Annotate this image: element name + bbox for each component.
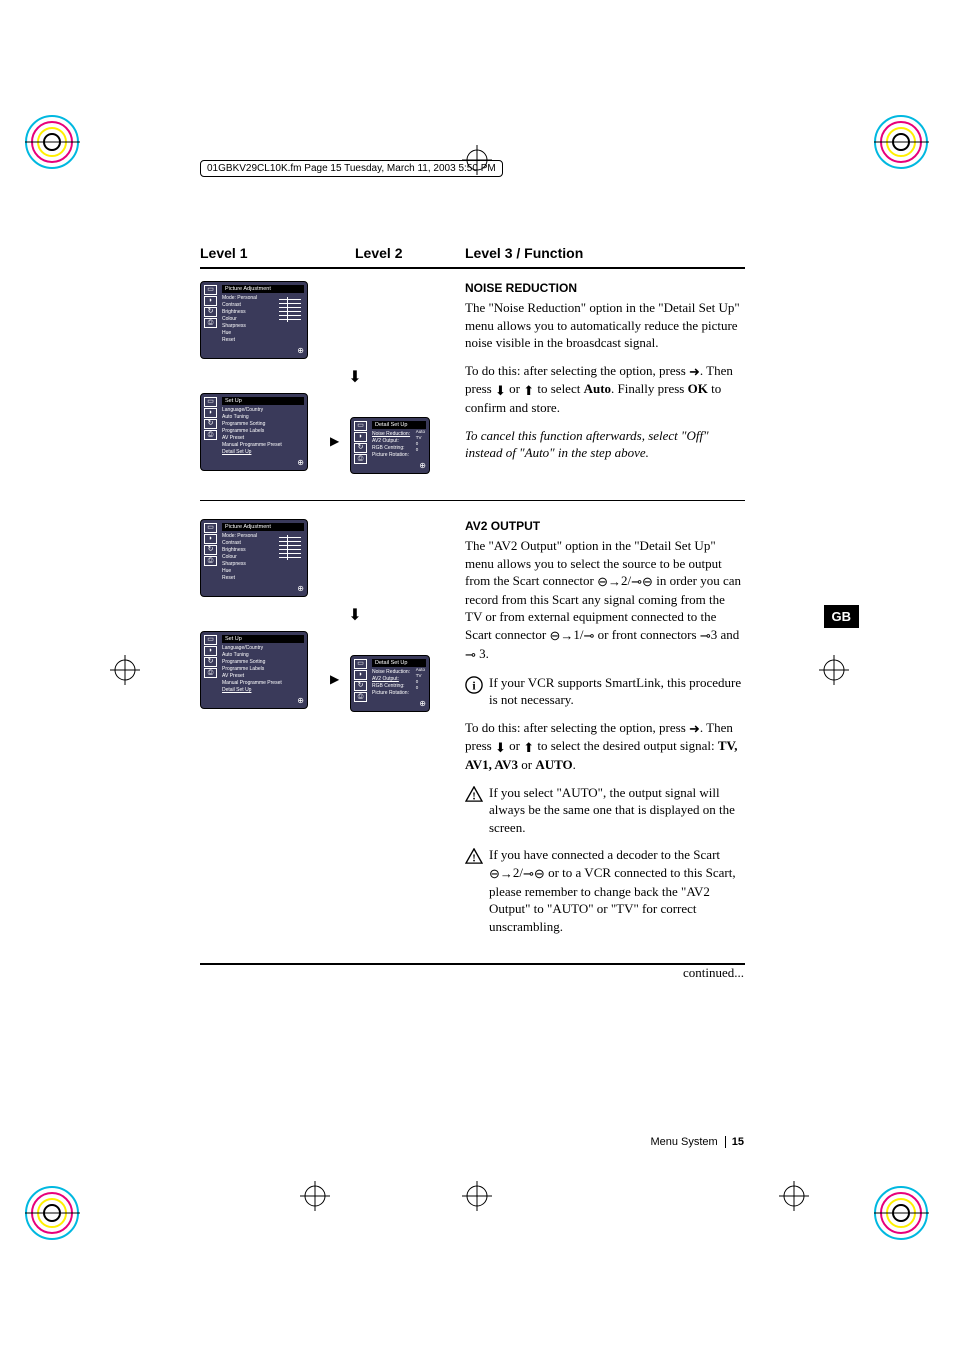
setup-menu: ▭ ◗ ↻ ⎙ Set Up Language/Country Auto Tun… — [200, 631, 308, 709]
right-arrow-icon: ▶ — [330, 672, 339, 687]
menu-icon: ▭ — [204, 397, 217, 407]
svg-text:i: i — [472, 679, 476, 692]
scart-out-icon: ⊖→ — [489, 865, 513, 883]
paragraph: The "Noise Reduction" option in the "Det… — [465, 299, 745, 352]
menu-icon: ↻ — [204, 545, 217, 555]
setup-menu: ▭ ◗ ↻ ⎙ Set Up Language/Country Auto Tun… — [200, 393, 308, 471]
right-arrow-icon: ➜ — [689, 363, 700, 381]
down-arrow-icon: ⬇ — [245, 367, 465, 387]
svg-text:!: ! — [472, 791, 476, 802]
menu-icon: ▭ — [354, 421, 367, 431]
menu-icon: ◗ — [204, 408, 217, 418]
menu-icon: ⎙ — [354, 454, 367, 464]
info-icon: i — [465, 676, 483, 694]
crosshair-icon — [779, 1181, 809, 1211]
warning-icon: ! — [465, 848, 483, 864]
down-arrow-icon: ⬇ — [245, 605, 465, 625]
av2-output-text: AV2 OUTPUT The "AV2 Output" option in th… — [465, 519, 745, 945]
picture-adjustment-menu: ▭ ◗ ↻ ⎙ Picture Adjustment Mode: Persona… — [200, 281, 308, 359]
menu-icon: ↻ — [204, 307, 217, 317]
color-registration-bl — [25, 1186, 80, 1241]
section-noise-reduction: ▭ ◗ ↻ ⎙ Picture Adjustment Mode: Persona… — [200, 281, 745, 501]
continued-text: continued... — [683, 965, 744, 981]
menu-icon: ⎙ — [204, 556, 217, 566]
column-headers: Level 1 Level 2 Level 3 / Function — [200, 245, 745, 269]
page-number: 15 — [725, 1136, 744, 1148]
input-icon: ⊸ — [584, 627, 595, 645]
menu-icon: ⎙ — [354, 692, 367, 702]
menu-icon: ▭ — [204, 285, 217, 295]
menu-diagrams: ▭ ◗ ↻ ⎙ Picture Adjustment Mode: Persona… — [200, 519, 465, 945]
svg-text:!: ! — [472, 854, 476, 865]
up-arrow-icon: ⬆ — [523, 739, 534, 757]
detail-setup-menu: ▭ ◗ ↻ ⎙ Detail Set Up Noise Reduction: A… — [350, 417, 430, 474]
crosshair-icon — [110, 655, 140, 685]
crosshair-icon — [819, 655, 849, 685]
section-av2-output: ▭ ◗ ↻ ⎙ Picture Adjustment Mode: Persona… — [200, 519, 745, 965]
right-arrow-icon: ➜ — [689, 720, 700, 738]
input-icon: ⊸ — [700, 627, 711, 645]
page-header: 01GBKV29CL10K.fm Page 15 Tuesday, March … — [200, 160, 503, 177]
input-icon: ⊸ — [465, 646, 476, 664]
main-content: Level 1 Level 2 Level 3 / Function ▭ ◗ ↻… — [200, 245, 745, 983]
warning-note: ! If you have connected a decoder to the… — [465, 846, 745, 935]
paragraph: To do this: after selecting the option, … — [465, 362, 745, 417]
menu-icon: ↻ — [354, 443, 367, 453]
menu-icon: ⎙ — [204, 318, 217, 328]
noise-reduction-text: NOISE REDUCTION The "Noise Reduction" op… — [465, 281, 745, 482]
menu-icon: ◗ — [354, 432, 367, 442]
down-arrow-icon: ⬇ — [495, 739, 506, 757]
crosshair-icon — [462, 1181, 492, 1211]
menu-ok-icon: ⊕ — [204, 584, 304, 593]
paragraph: To do this: after selecting the option, … — [465, 719, 745, 774]
scart-out-icon: ⊖→ — [549, 627, 573, 645]
menu-ok-icon: ⊕ — [204, 346, 304, 355]
picture-adjustment-menu: ▭ ◗ ↻ ⎙ Picture Adjustment Mode: Persona… — [200, 519, 308, 597]
menu-icon: ▭ — [354, 659, 367, 669]
menu-icon: ◗ — [204, 646, 217, 656]
page-footer: Menu System 15 — [650, 1136, 744, 1148]
menu-icon: ◗ — [204, 534, 217, 544]
menu-icon: ↻ — [204, 419, 217, 429]
menu-icon: ▭ — [204, 635, 217, 645]
footer-section: Menu System — [650, 1136, 717, 1148]
menu-ok-icon: ⊕ — [204, 696, 304, 705]
menu-diagrams: ▭ ◗ ↻ ⎙ Picture Adjustment Mode: Persona… — [200, 281, 465, 482]
paragraph-note: To cancel this function afterwards, sele… — [465, 427, 745, 462]
smartlink-icon: ⊸⊖ — [631, 573, 653, 591]
paragraph: The "AV2 Output" option in the "Detail S… — [465, 537, 745, 664]
menu-icon: ◗ — [354, 670, 367, 680]
down-arrow-icon: ⬇ — [495, 382, 506, 400]
scart-out-icon: ⊖→ — [597, 573, 621, 591]
menu-icon: ⎙ — [204, 668, 217, 678]
section-heading: AV2 OUTPUT — [465, 519, 745, 533]
menu-icon: ▭ — [204, 523, 217, 533]
section-heading: NOISE REDUCTION — [465, 281, 745, 295]
level3-header: Level 3 / Function — [465, 245, 745, 261]
color-registration-tr — [874, 115, 929, 170]
menu-icon: ◗ — [204, 296, 217, 306]
level2-header: Level 2 — [355, 245, 465, 261]
level1-header: Level 1 — [200, 245, 355, 261]
crosshair-icon — [300, 1181, 330, 1211]
menu-icon: ↻ — [204, 657, 217, 667]
up-arrow-icon: ⬆ — [523, 382, 534, 400]
right-arrow-icon: ▶ — [330, 434, 339, 449]
color-registration-tl — [25, 115, 80, 170]
menu-icon: ↻ — [354, 681, 367, 691]
warning-icon: ! — [465, 786, 483, 802]
menu-ok-icon: ⊕ — [204, 458, 304, 467]
warning-note: ! If you select "AUTO", the output signa… — [465, 784, 745, 837]
language-tab: GB — [824, 605, 860, 628]
detail-setup-menu: ▭ ◗ ↻ ⎙ Detail Set Up Noise Reduction: A… — [350, 655, 430, 712]
smartlink-icon: ⊸⊖ — [523, 865, 545, 883]
info-note: i If your VCR supports SmartLink, this p… — [465, 674, 745, 709]
color-registration-br — [874, 1186, 929, 1241]
menu-icon: ⎙ — [204, 430, 217, 440]
